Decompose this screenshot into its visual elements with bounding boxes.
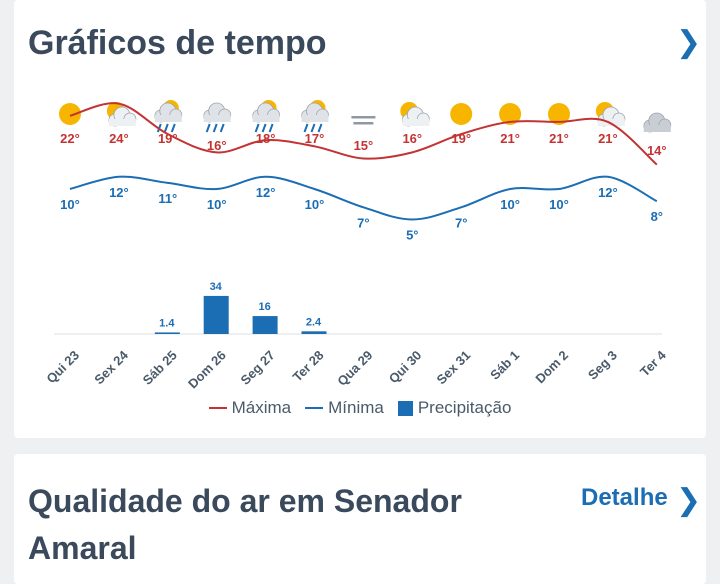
max-temp-label: 24°: [109, 131, 129, 146]
max-temp-label: 21°: [500, 131, 520, 146]
legend-precip-label: Precipitação: [417, 398, 512, 417]
legend-max-label: Máxima: [231, 398, 292, 417]
max-temp-line: [69, 102, 658, 166]
partly-cloudy-icon: [106, 102, 137, 127]
weather-chart-card: Gráficos de tempo ❯ 1.4 34 16 2.4 22° 24° 19° 1…: [14, 0, 706, 438]
legend-max-swatch: [208, 407, 227, 409]
x-tick-label: Sex 24: [91, 347, 131, 387]
min-temp-label: 11°: [158, 191, 177, 206]
chevron-right-icon[interactable]: ❯: [676, 25, 702, 60]
air-quality-title: Qualidade do ar em Senador Amaral: [28, 483, 462, 566]
precip-value-label: 2.4: [306, 316, 322, 328]
precip-value-label: 34: [210, 281, 223, 293]
max-temp-label: 21°: [598, 131, 618, 146]
precip-bar: [301, 331, 327, 334]
x-tick-label: Qua 29: [334, 348, 375, 389]
min-temp-label: 5°: [406, 228, 418, 243]
precip-bar: [203, 295, 229, 334]
x-tick-label: Sáb 1: [487, 348, 522, 383]
cloudy-icon: [643, 112, 672, 133]
air-quality-card: Qualidade do ar em Senador Amaral Detalh…: [14, 454, 706, 584]
x-tick-label: Seg 3: [585, 348, 620, 383]
legend-precip-swatch: [397, 400, 413, 416]
max-temp-label: 22°: [60, 131, 80, 146]
max-temp-label: 19°: [158, 131, 178, 146]
x-tick-label: Dom 26: [185, 348, 229, 392]
max-temp-label: 15°: [354, 138, 374, 153]
legend-precip: Precipitação: [397, 398, 512, 418]
legend-max: Máxima: [208, 398, 292, 418]
precip-value-label: 16: [258, 301, 270, 313]
max-temp-label: 18°: [256, 131, 276, 146]
x-tick-label: Dom 2: [532, 348, 571, 387]
max-temp-label: 16°: [207, 138, 227, 153]
partly-cloudy-icon: [400, 102, 430, 127]
max-temp-label: 14°: [647, 143, 667, 158]
min-temp-label: 7°: [455, 215, 467, 230]
precip-bar: [154, 332, 180, 334]
legend-min: Mínima: [305, 398, 384, 418]
legend-min-swatch: [305, 407, 324, 409]
sun-icon: [499, 103, 522, 125]
rain-cloud-icon: [203, 102, 232, 133]
x-tick-label: Ter 4: [637, 347, 669, 379]
sun-icon: [548, 103, 570, 125]
min-temp-label: 8°: [651, 209, 663, 224]
weather-chart: 1.4 34 16 2.4 22° 24° 19° 16° 18° 17° 15° 16° 19° 21°…: [43, 100, 672, 392]
min-temp-line: [69, 175, 658, 221]
x-tick-label: Seg 27: [237, 348, 277, 388]
min-temp-label: 12°: [256, 185, 276, 200]
min-temp-label: 10°: [549, 197, 569, 212]
min-temp-label: 10°: [500, 197, 520, 212]
x-tick-label: Qui 23: [43, 348, 82, 387]
min-temp-label: 12°: [109, 185, 129, 200]
x-tick-label: Qui 30: [386, 348, 425, 387]
sun-icon: [59, 103, 81, 125]
min-temp-label: 12°: [598, 185, 618, 200]
precip-bar: [252, 316, 278, 334]
chart-legend: Máxima Mínima Precipitação: [14, 398, 706, 418]
max-temp-label: 17°: [305, 131, 325, 146]
x-tick-label: Sex 31: [434, 348, 474, 388]
min-temp-label: 10°: [60, 197, 80, 212]
air-detail-link[interactable]: Detalhe: [581, 484, 668, 511]
fog-icon: [351, 116, 376, 125]
max-temp-label: 16°: [402, 131, 422, 146]
sun-rain-icon: [301, 100, 329, 133]
chevron-right-icon[interactable]: ❯: [676, 483, 702, 518]
min-temp-label: 7°: [357, 215, 369, 230]
x-tick-label: Sáb 25: [140, 348, 180, 388]
sun-rain-icon: [252, 100, 281, 133]
weather-chart-title: Gráficos de tempo: [28, 24, 327, 62]
max-temp-label: 21°: [549, 131, 569, 146]
max-temp-label: 19°: [451, 131, 471, 146]
legend-min-label: Mínima: [328, 398, 384, 417]
sun-icon: [450, 103, 473, 125]
min-temp-label: 10°: [207, 197, 227, 212]
sun-rain-icon: [154, 100, 183, 133]
min-temp-label: 10°: [305, 197, 325, 212]
precip-value-label: 1.4: [159, 317, 175, 329]
x-tick-label: Ter 28: [290, 348, 327, 385]
